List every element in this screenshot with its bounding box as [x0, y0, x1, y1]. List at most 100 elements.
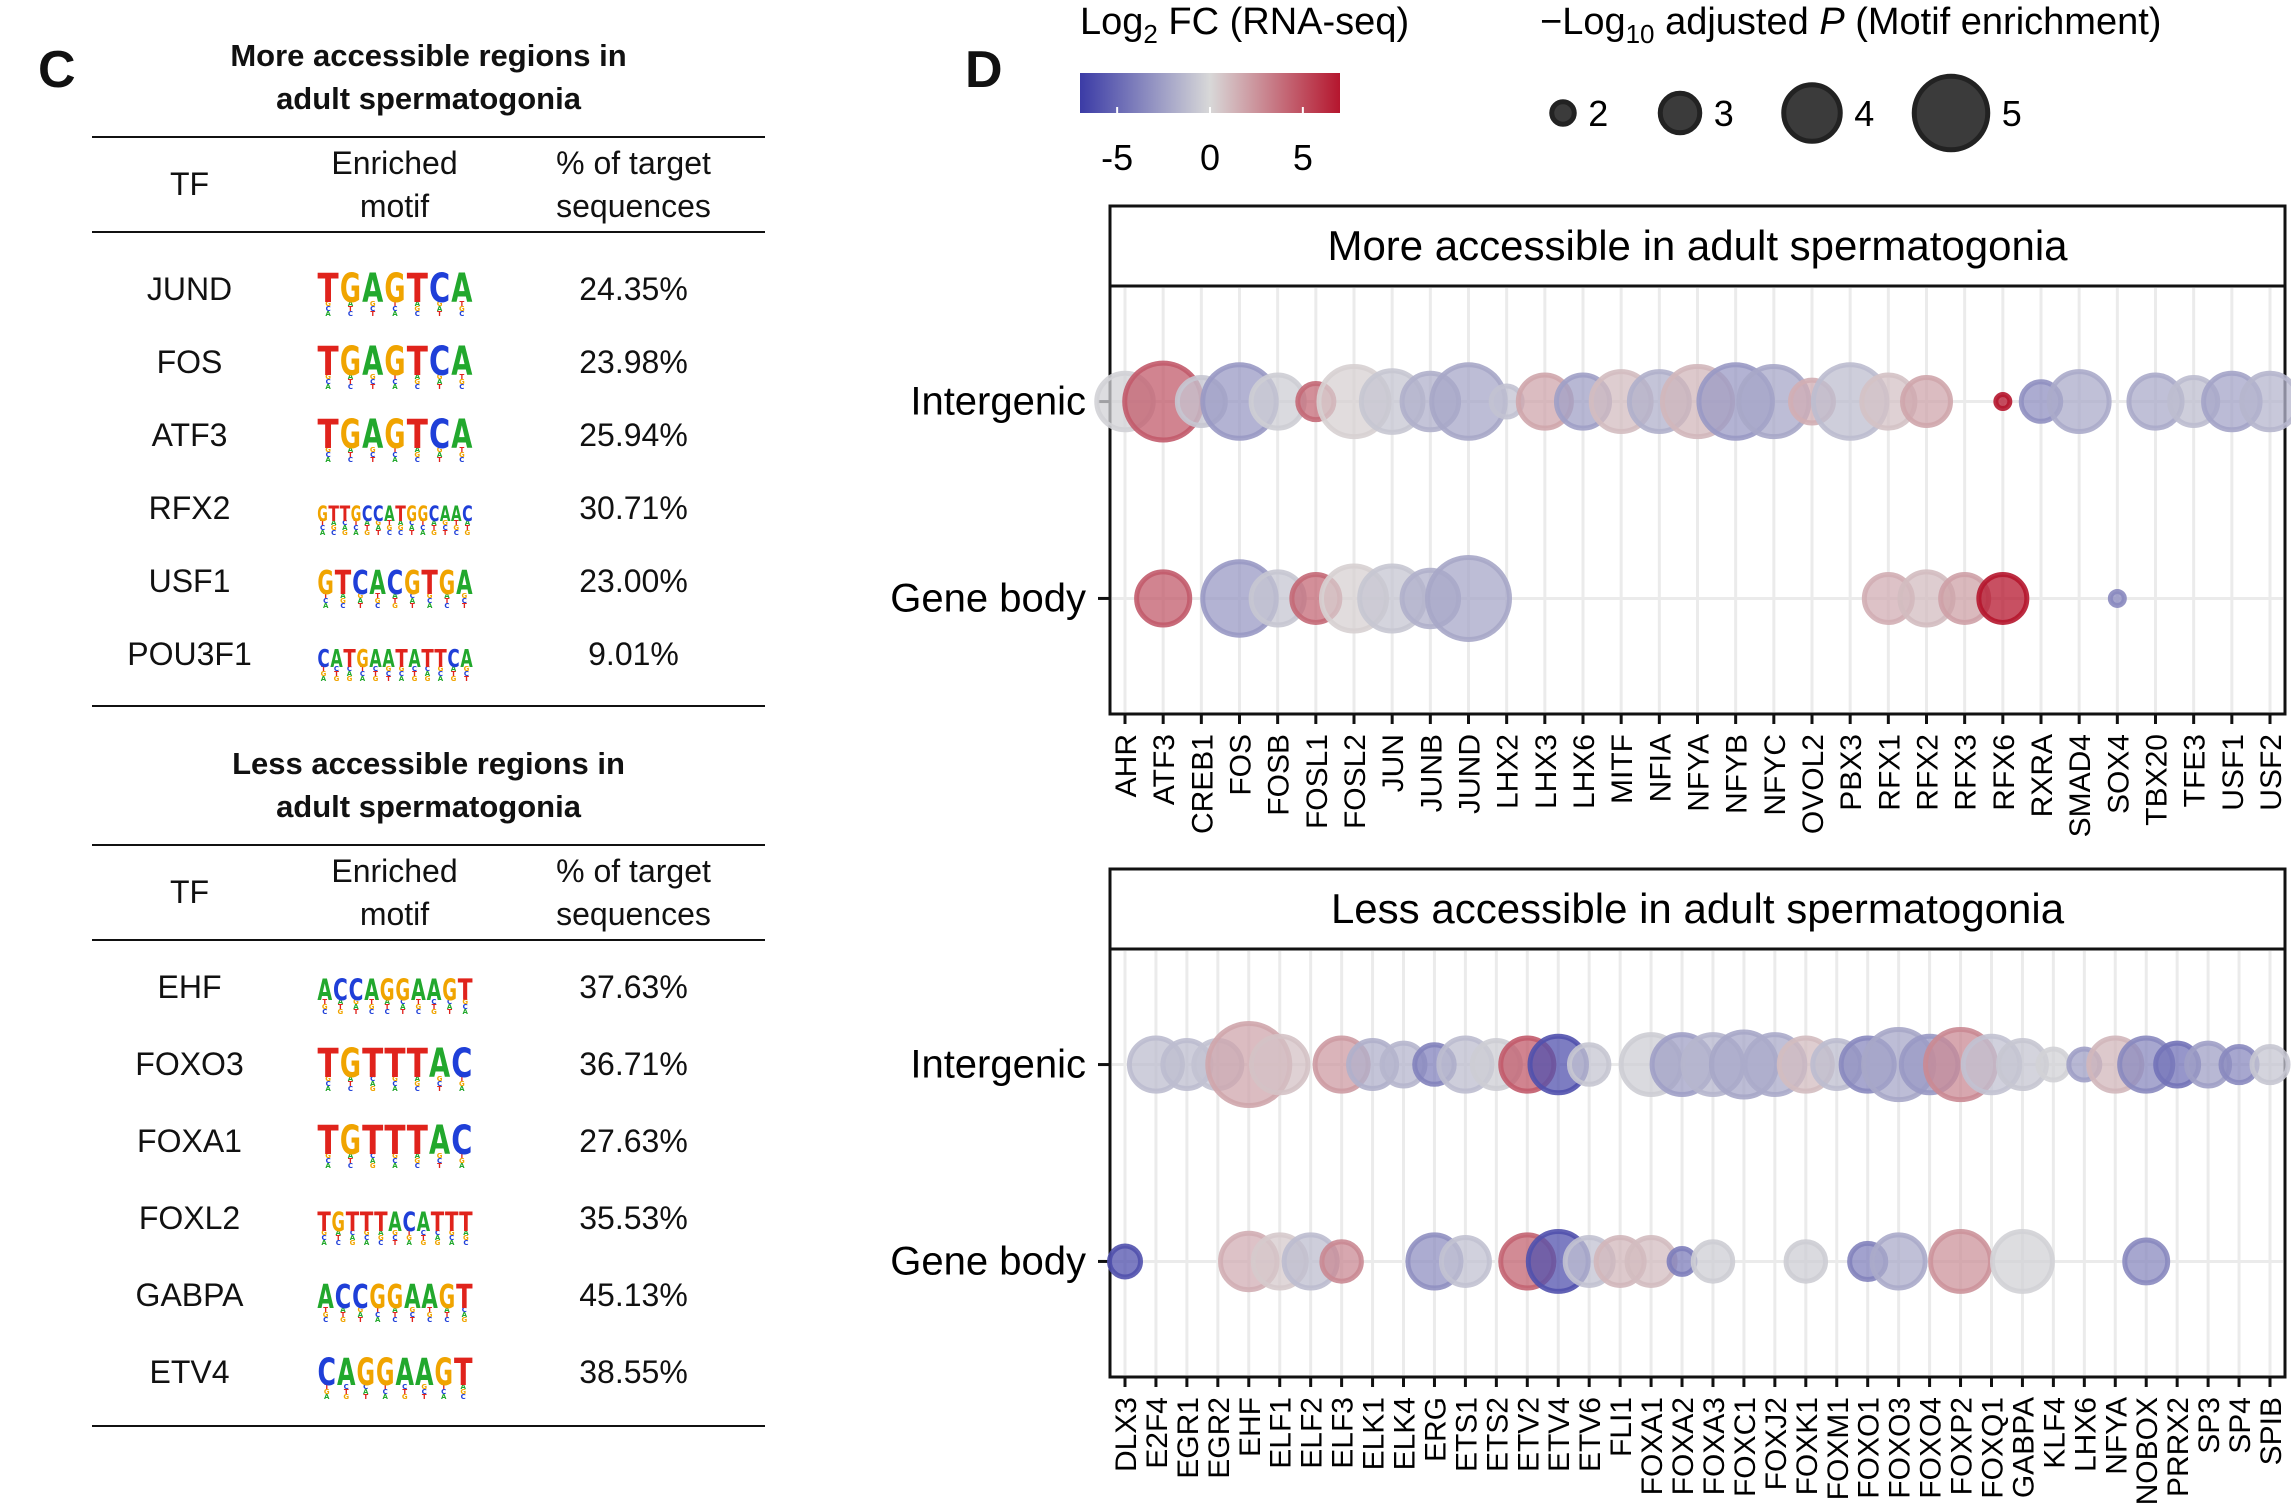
header-pct: % of target sequences [502, 142, 765, 228]
x-tick-label: FOSB [1263, 734, 1296, 816]
logo-letter-minor: G [414, 378, 420, 386]
logo-letter-minor: A [409, 597, 415, 605]
logo-letter: A [362, 339, 383, 385]
logo-letter-minor: T [323, 1306, 328, 1314]
logo-letter-minor: T [451, 670, 456, 678]
logo-letter: T [434, 644, 446, 673]
logo-letter-minor: C [363, 1383, 368, 1391]
logo-letter-minor: T [437, 1162, 442, 1170]
logo-letter-minor: G [436, 373, 442, 381]
logo-letter-minor: A [409, 524, 415, 532]
target-percent: 45.13% [579, 1277, 688, 1313]
data-point [2239, 370, 2291, 433]
logo-letter-minor: C [375, 1311, 380, 1319]
logo-letter-minor: A [434, 1234, 440, 1242]
logo-letter: C [451, 1118, 472, 1164]
logo-letter: A [439, 501, 450, 526]
logo-letter-minor: C [392, 1234, 397, 1242]
x-tick-label: ELK4 [1389, 1397, 1422, 1470]
data-point [1993, 392, 2013, 412]
logo-letter-minor: T [409, 529, 414, 537]
data-point [1425, 554, 1512, 642]
logo-letter-minor: G [325, 1152, 331, 1160]
x-tick-label: NFYA [1683, 734, 1716, 812]
logo-letter-minor: C [392, 1157, 397, 1165]
x-tick-label: FOXJ2 [1760, 1397, 1793, 1490]
logo-letter: T [317, 1118, 339, 1164]
header-tf: TF [169, 166, 210, 202]
logo-letter-minor: C [370, 305, 375, 313]
table-rule [92, 939, 765, 941]
table-row: RFX2 A C T G C G A T G A C T A C T G G T A C T A G C C G T A C G A T T A C G… [92, 472, 765, 545]
x-tick-label: SMAD4 [2064, 734, 2097, 837]
logo-letter-minor: G [392, 1075, 398, 1083]
logo-letter-minor: T [431, 524, 436, 532]
logo-letter-minor: G [392, 602, 398, 610]
logo-letter: C [332, 972, 347, 1007]
logo-letter-minor: A [335, 1229, 341, 1237]
x-tick-label: FOXP2 [1946, 1397, 1979, 1495]
logo-letter-minor: T [338, 1003, 343, 1011]
x-tick-label: USF1 [2217, 734, 2250, 811]
logo-letter-minor: G [377, 1234, 383, 1242]
logo-letter-minor: C [392, 305, 397, 313]
logo-letter-minor: A [460, 1383, 466, 1391]
less-table-title-line1: Less accessible regions in [232, 746, 625, 781]
logo-letter-minor: G [414, 451, 420, 459]
logo-letter: C [352, 563, 368, 602]
logo-letter-minor: A [392, 310, 398, 318]
logo-letter-minor: T [369, 998, 374, 1006]
x-tick-label: RFX6 [1988, 734, 2021, 811]
logo-letter-minor: T [441, 1383, 446, 1391]
logo-letter-minor: G [369, 373, 375, 381]
logo-letter-minor: C [321, 1234, 326, 1242]
logo-letter: A [384, 501, 395, 526]
logo-letter-minor: T [343, 1388, 348, 1396]
logo-letter-minor: A [325, 1162, 331, 1170]
logo-letter-minor: G [341, 529, 347, 537]
data-point [1989, 1228, 2055, 1294]
logo-letter: T [317, 339, 339, 385]
logo-letter-minor: G [421, 1383, 427, 1391]
logo-letter-minor: A [397, 519, 403, 527]
logo-letter-minor: C [347, 1162, 352, 1170]
logo-letter-minor: G [353, 998, 359, 1006]
logo-letter-minor: C [427, 1316, 432, 1324]
logo-letter: T [317, 412, 339, 458]
logo-letter-minor: A [441, 1393, 447, 1401]
logo-letter-minor: T [334, 670, 339, 678]
x-tick-label: FOXA1 [1636, 1397, 1669, 1495]
logo-letter-minor: G [426, 1311, 432, 1319]
logo-letter-minor: G [340, 1316, 346, 1324]
logo-letter: C [428, 501, 439, 526]
logo-letter: T [406, 1041, 428, 1087]
logo-letter: T [384, 1041, 406, 1087]
logo-letter: C [386, 563, 402, 602]
logo-letter-minor: C [370, 451, 375, 459]
tf-name: GABPA [135, 1277, 244, 1313]
table-row: USF1 A C T G C G A T T A G C C G T A G T A C T A C G A C G T C T A G T C G A… [92, 545, 765, 618]
x-tick-label: MITF [1606, 734, 1639, 804]
logo-letter: G [417, 501, 428, 526]
logo-letter: G [384, 412, 405, 458]
logo-letter-minor: T [465, 524, 470, 532]
table-row: GABPA C G T A G T A C T A G C A C T G C T A G T C G A C G T A C T A G G A C… [92, 1257, 765, 1334]
logo-letter-minor: A [424, 670, 430, 678]
logo-letter-minor: C [431, 998, 436, 1006]
logo-letter-minor: C [323, 597, 328, 605]
logo-letter: G [331, 1207, 344, 1238]
logo-letter-minor: T [370, 456, 375, 464]
x-tick-label: ERG [1419, 1397, 1452, 1462]
logo-letter-minor: G [349, 1239, 355, 1247]
logo-letter: G [375, 1351, 394, 1394]
less-table-body: EHF C G T A G T A C T A G C C G T A C T A G T A C G C G T A G T C A T A C G A… [92, 941, 765, 1425]
logo-letter-minor: A [444, 592, 450, 600]
logo-letter-minor: C [347, 456, 352, 464]
x-tick-label: ETV6 [1574, 1397, 1607, 1472]
tf-name: FOXO3 [135, 1046, 244, 1082]
